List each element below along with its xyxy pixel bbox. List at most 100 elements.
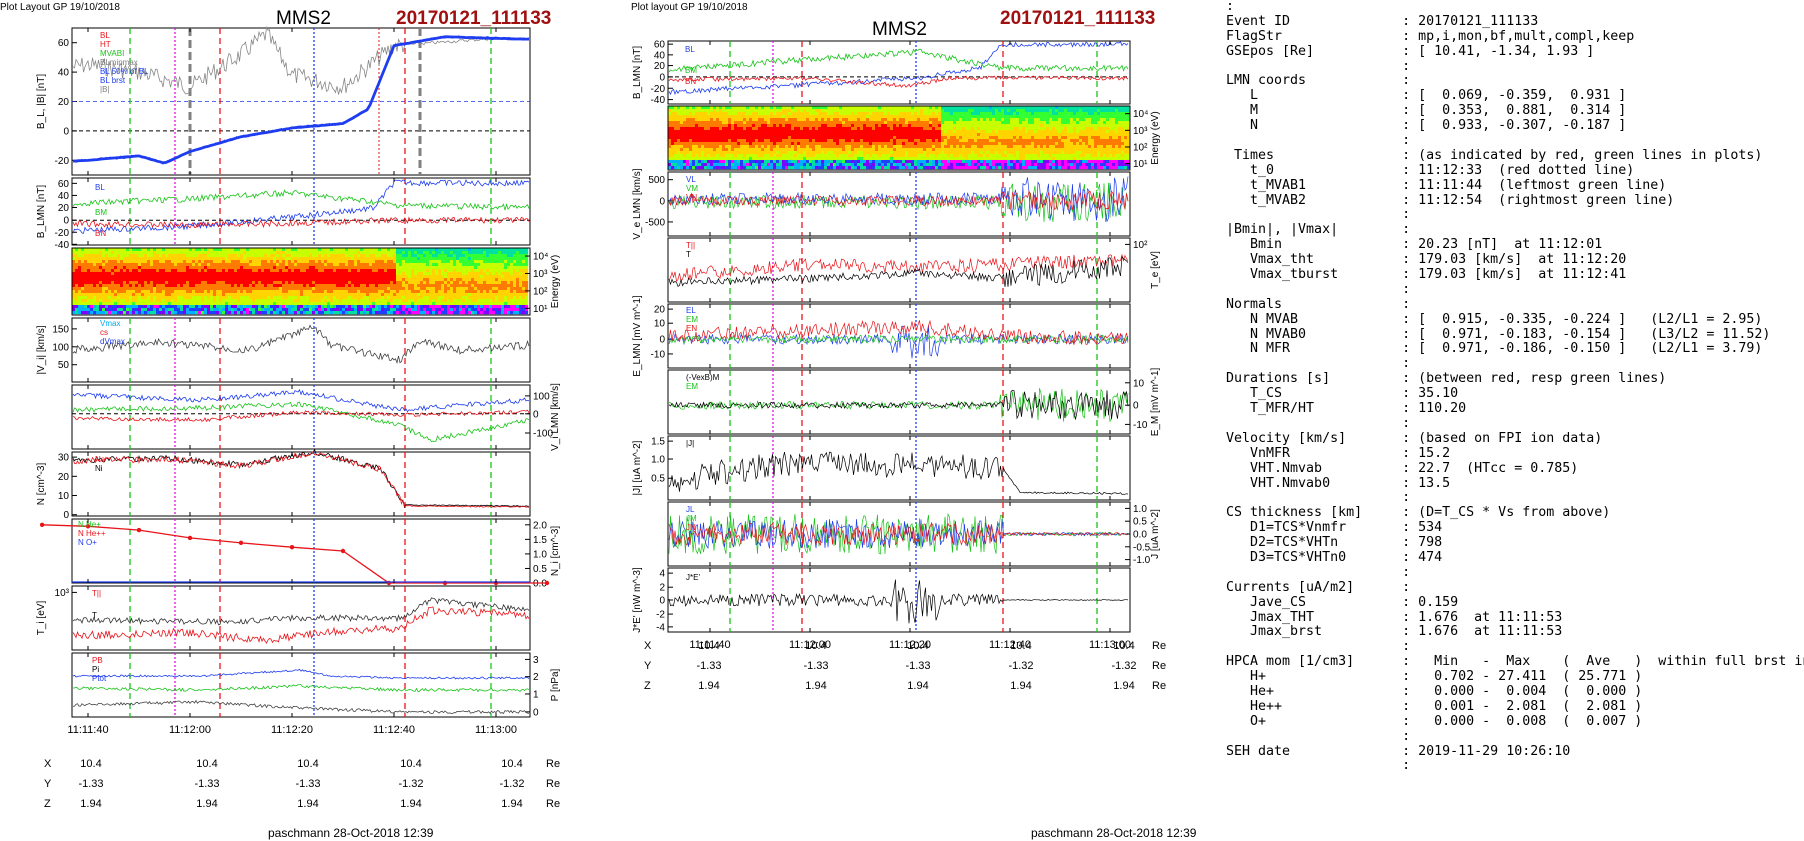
spectrogram-cell <box>132 287 136 291</box>
spectrogram-cell <box>740 139 744 143</box>
spectrogram-cell <box>489 305 493 309</box>
spectrogram-cell <box>375 293 379 297</box>
spectrogram-cell <box>96 302 100 306</box>
spectrogram-cell <box>725 133 729 137</box>
spectrogram-cell <box>483 269 487 273</box>
spectrogram-cell <box>132 299 136 303</box>
spectrogram-cell <box>318 272 322 276</box>
spectrogram-cell <box>375 263 379 267</box>
spectrogram-cell <box>348 293 352 297</box>
spectrogram-cell <box>387 293 391 297</box>
spectrogram-cell <box>75 248 79 252</box>
spectrogram-cell <box>716 133 720 137</box>
spectrogram-cell <box>372 281 376 285</box>
spectrogram-cell <box>237 302 241 306</box>
spectrogram-cell <box>117 305 121 309</box>
spectrogram-cell <box>836 163 840 167</box>
spectrogram-cell <box>315 281 319 285</box>
spectrogram-cell <box>791 148 795 152</box>
spectrogram-cell <box>81 296 85 300</box>
spectrogram-cell <box>800 148 804 152</box>
spectrogram-cell <box>339 284 343 288</box>
spectrogram-cell <box>755 127 759 131</box>
spectrogram-cell <box>123 257 127 261</box>
spectrogram-cell <box>318 251 322 255</box>
spectrogram-cell <box>144 254 148 258</box>
spectrogram-cell <box>276 281 280 285</box>
spectrogram-cell <box>683 151 687 155</box>
spectrogram-cell <box>773 136 777 140</box>
spectrogram-cell <box>144 287 148 291</box>
spectrogram-cell <box>132 251 136 255</box>
spectrogram-cell <box>384 299 388 303</box>
spectrogram-cell <box>243 278 247 282</box>
spectrogram-cell <box>836 124 840 128</box>
spectrogram-cell <box>321 248 325 252</box>
spectrogram-cell <box>809 133 813 137</box>
spectrogram-cell <box>228 254 232 258</box>
legend-entry: HT <box>100 40 111 49</box>
spectrogram-cell <box>680 130 684 134</box>
spectrogram-cell <box>845 121 849 125</box>
spectrogram-cell <box>405 254 409 258</box>
spectrogram-cell <box>309 260 313 264</box>
spectrogram-cell <box>264 275 268 279</box>
spectrogram-cell <box>668 154 672 158</box>
spectrogram-cell <box>740 157 744 161</box>
spectrogram-cell <box>369 251 373 255</box>
spectrogram-cell <box>800 166 804 170</box>
spectrogram-cell <box>309 254 313 258</box>
spectrogram-cell <box>671 130 675 134</box>
spectrogram-cell <box>836 166 840 170</box>
spectrogram-cell <box>207 269 211 273</box>
spectrogram-cell <box>815 133 819 137</box>
spectrogram-cell <box>734 118 738 122</box>
spectrogram-cell <box>336 254 340 258</box>
spectrogram-cell <box>381 290 385 294</box>
spectrogram-cell <box>129 266 133 270</box>
spectrogram-cell <box>402 287 406 291</box>
spectrogram-cell <box>713 133 717 137</box>
spectrogram-cell <box>207 260 211 264</box>
spectrogram-cell <box>207 278 211 282</box>
spectrogram-cell <box>114 293 118 297</box>
spectrogram-cell <box>719 145 723 149</box>
spectrogram-cell <box>210 254 214 258</box>
spectrogram-cell <box>701 112 705 116</box>
spectrogram-cell <box>336 311 340 315</box>
spectrogram-cell <box>339 296 343 300</box>
spectrogram-cell <box>234 275 238 279</box>
spectrogram-cell <box>677 130 681 134</box>
spectrogram-cell <box>387 260 391 264</box>
spectrogram-cell <box>210 284 214 288</box>
spectrogram-cell <box>108 263 112 267</box>
spectrogram-cell <box>312 290 316 294</box>
spectrogram-cell <box>186 257 190 261</box>
spectrogram-cell <box>776 142 780 146</box>
spectrogram-cell <box>147 272 151 276</box>
spectrogram-cell <box>522 254 526 258</box>
spectrogram-cell <box>821 148 825 152</box>
spectrogram-cell <box>845 145 849 149</box>
spectrogram-cell <box>429 266 433 270</box>
spectrogram-cell <box>471 290 475 294</box>
spectrogram-cell <box>360 275 364 279</box>
spectrogram-cell <box>129 278 133 282</box>
spectrogram-cell <box>749 151 753 155</box>
spectrogram-cell <box>315 299 319 303</box>
spectrogram-cell <box>93 275 97 279</box>
spectrogram-cell <box>764 157 768 161</box>
spectrogram-cell <box>210 260 214 264</box>
spectrogram-cell <box>698 109 702 113</box>
spectrogram-cell <box>725 154 729 158</box>
spectrogram-cell <box>357 284 361 288</box>
spectrogram-cell <box>396 275 400 279</box>
spectrogram-cell <box>177 248 181 252</box>
spectrogram-cell <box>204 308 208 312</box>
spectrogram-cell <box>369 293 373 297</box>
spectrogram-cell <box>339 281 343 285</box>
spectrogram-cell <box>351 278 355 282</box>
spectrogram-cell <box>722 157 726 161</box>
spectrogram-cell <box>255 311 259 315</box>
spectrogram-cell <box>366 257 370 261</box>
